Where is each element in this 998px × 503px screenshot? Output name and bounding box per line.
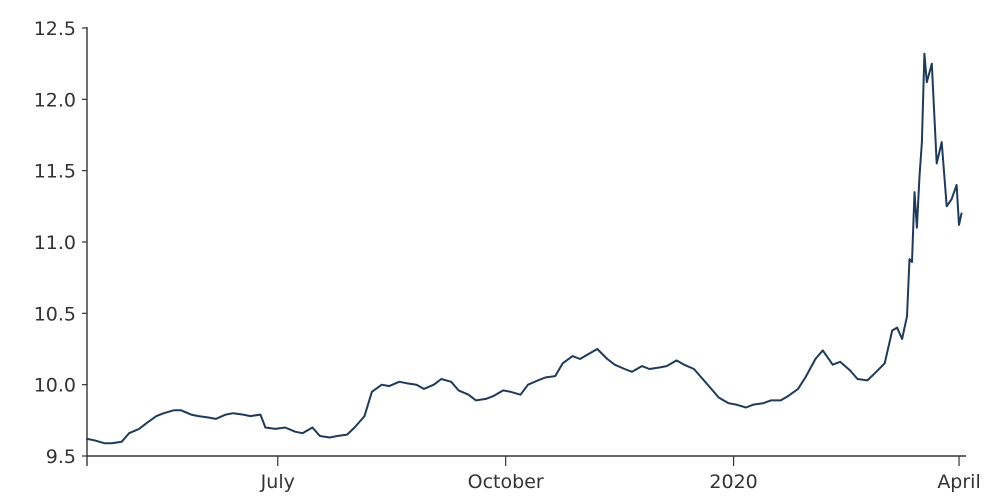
y-tick-label: 12.5 bbox=[34, 18, 76, 40]
y-tick-label: 10.5 bbox=[34, 303, 76, 325]
y-tick-label: 11.5 bbox=[34, 161, 76, 183]
plot-area bbox=[86, 52, 963, 445]
series-line-0 bbox=[86, 52, 963, 445]
y-tick-label: 9.5 bbox=[46, 446, 76, 468]
x-tick-label: 2020 bbox=[709, 471, 757, 493]
x-axis: July October 2020 April bbox=[87, 455, 981, 493]
y-tick-label: 11.0 bbox=[34, 232, 76, 254]
x-tick-label: April bbox=[937, 471, 980, 493]
x-tick-label: October bbox=[468, 471, 544, 493]
y-tick-label: 10.0 bbox=[34, 375, 76, 397]
y-tick-label: 12.0 bbox=[34, 89, 76, 111]
x-tick-label: July bbox=[260, 471, 295, 493]
y-axis: 9.5 10.0 10.5 11.0 11.5 12.0 12.5 bbox=[34, 18, 88, 468]
